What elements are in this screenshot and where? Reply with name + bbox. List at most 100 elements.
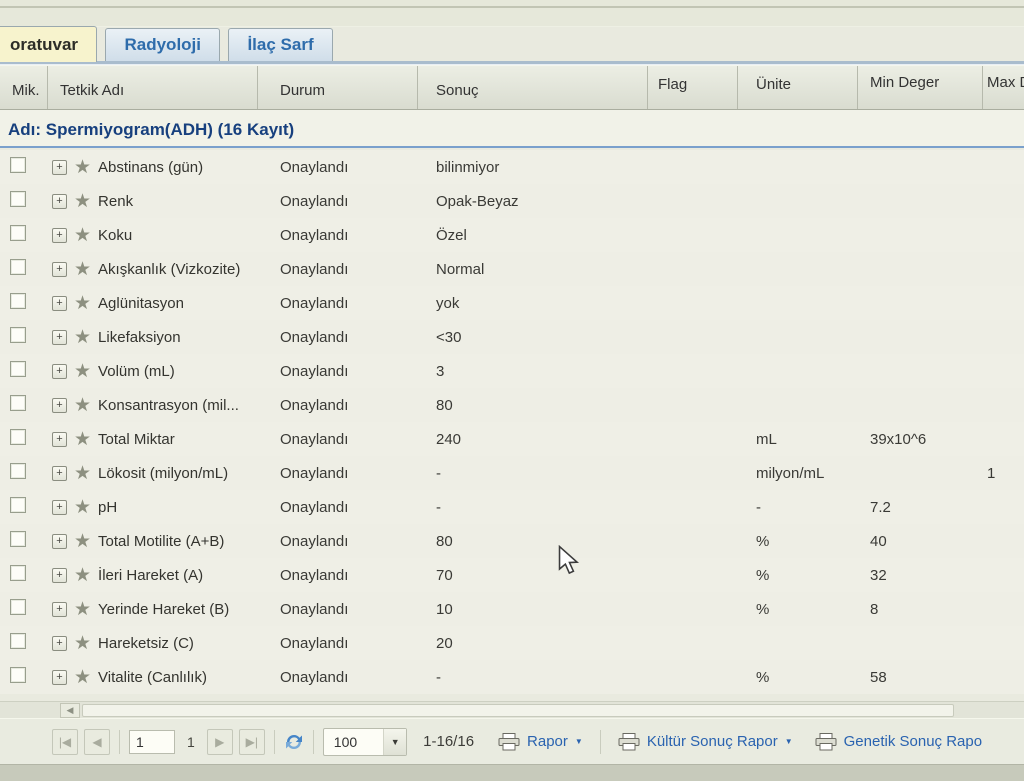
group-header-row[interactable]: Adı: Spermiyogram(ADH) (16 Kayıt) bbox=[0, 110, 1024, 148]
scroll-left-icon[interactable]: ◀ bbox=[60, 703, 80, 718]
tab-laboratuvar[interactable]: oratuvar bbox=[0, 26, 98, 62]
expand-icon[interactable]: + bbox=[52, 193, 67, 209]
module-tabs: oratuvar Radyoloji İlaç Sarf bbox=[0, 26, 1024, 65]
expand-icon[interactable]: + bbox=[52, 669, 67, 685]
test-name[interactable]: Lökosit (milyon/mL) bbox=[98, 464, 229, 482]
column-header-min-deger[interactable]: Min Deger bbox=[858, 66, 983, 109]
expand-icon[interactable]: + bbox=[52, 363, 67, 379]
test-name[interactable]: İleri Hareket (A) bbox=[98, 566, 204, 584]
printer-icon bbox=[498, 732, 520, 750]
column-header-mik[interactable]: Mik. bbox=[0, 66, 48, 109]
kultur-sonuc-rapor-button[interactable]: Kültür Sonuç Rapor ▼ bbox=[610, 727, 801, 757]
page-count-label: 1 bbox=[187, 733, 195, 750]
column-header-max-deger[interactable]: Max Deger bbox=[987, 74, 1024, 91]
row-checkbox[interactable] bbox=[10, 225, 26, 241]
test-name[interactable]: Koku bbox=[98, 226, 133, 244]
expand-icon[interactable]: + bbox=[52, 635, 67, 651]
row-checkbox[interactable] bbox=[10, 191, 26, 207]
result-value: Özel bbox=[436, 226, 467, 244]
tab-ilac-sarf[interactable]: İlaç Sarf bbox=[228, 28, 333, 62]
window-top-strip bbox=[0, 0, 1024, 27]
result-value: 3 bbox=[436, 362, 445, 380]
next-page-button[interactable]: ▶ bbox=[206, 728, 233, 755]
row-checkbox[interactable] bbox=[10, 327, 26, 343]
expand-icon[interactable]: + bbox=[52, 227, 67, 243]
unit-value: % bbox=[756, 668, 770, 686]
test-name[interactable]: Total Motilite (A+B) bbox=[98, 532, 225, 550]
tab-radyoloji[interactable]: Radyoloji bbox=[105, 28, 220, 62]
result-value: Opak-Beyaz bbox=[436, 192, 519, 210]
test-name[interactable]: Aglünitasyon bbox=[98, 294, 184, 312]
test-name[interactable]: Renk bbox=[98, 192, 134, 210]
printer-icon bbox=[815, 732, 837, 750]
row-checkbox[interactable] bbox=[10, 633, 26, 649]
expand-icon[interactable]: + bbox=[52, 295, 67, 311]
separator bbox=[312, 729, 314, 754]
status-value: Onaylandı bbox=[280, 362, 349, 380]
expand-icon[interactable]: + bbox=[52, 465, 67, 481]
column-header-sonuc[interactable]: Sonuç bbox=[418, 66, 648, 109]
test-name[interactable]: Total Miktar bbox=[98, 430, 175, 448]
rapor-button[interactable]: Rapor ▼ bbox=[490, 727, 591, 757]
table-row: + ★ Volüm (mL) Onaylandı 3 bbox=[0, 354, 1024, 388]
horizontal-scrollbar[interactable]: ◀ bbox=[0, 701, 1024, 719]
row-checkbox[interactable] bbox=[10, 463, 26, 479]
row-checkbox[interactable] bbox=[10, 429, 26, 445]
chevron-down-icon[interactable]: ▼ bbox=[383, 728, 407, 755]
row-checkbox[interactable] bbox=[10, 293, 26, 309]
expand-icon[interactable]: + bbox=[52, 567, 67, 583]
row-checkbox[interactable] bbox=[10, 361, 26, 377]
result-value: <30 bbox=[436, 328, 462, 346]
expand-icon[interactable]: + bbox=[52, 601, 67, 617]
star-icon: ★ bbox=[74, 667, 92, 687]
row-checkbox[interactable] bbox=[10, 531, 26, 547]
row-checkbox[interactable] bbox=[10, 599, 26, 615]
expand-icon[interactable]: + bbox=[52, 329, 67, 345]
test-name[interactable]: Hareketsiz (C) bbox=[98, 634, 194, 652]
expand-icon[interactable]: + bbox=[52, 261, 67, 277]
expand-icon[interactable]: + bbox=[52, 431, 67, 447]
column-header-tetkik-adi[interactable]: Tetkik Adı bbox=[48, 66, 258, 109]
expand-icon[interactable]: + bbox=[52, 499, 67, 515]
unit-value: % bbox=[756, 566, 770, 584]
table-row: + ★ Total Motilite (A+B) Onaylandı 80 % … bbox=[0, 524, 1024, 558]
column-header-durum[interactable]: Durum bbox=[258, 66, 418, 109]
test-name[interactable]: Akışkanlık (Vizkozite) bbox=[98, 260, 241, 278]
row-checkbox[interactable] bbox=[10, 565, 26, 581]
last-page-button[interactable]: ▶| bbox=[238, 728, 265, 755]
grid-header: Mik. Tetkik Adı Durum Sonuç Flag Ünite M… bbox=[0, 65, 1024, 110]
row-checkbox[interactable] bbox=[10, 395, 26, 411]
test-name[interactable]: Likefaksiyon bbox=[98, 328, 181, 346]
page-number-input[interactable] bbox=[129, 729, 175, 754]
min-value: 40 bbox=[870, 532, 887, 550]
chevron-down-icon: ▼ bbox=[574, 737, 583, 746]
test-name[interactable]: Konsantrasyon (mil... bbox=[98, 396, 239, 414]
separator bbox=[599, 729, 601, 754]
separator bbox=[273, 729, 275, 754]
row-checkbox[interactable] bbox=[10, 497, 26, 513]
status-value: Onaylandı bbox=[280, 498, 349, 516]
expand-icon[interactable]: + bbox=[52, 397, 67, 413]
page-size-select[interactable]: 100 ▼ bbox=[322, 727, 408, 756]
star-icon: ★ bbox=[74, 191, 92, 211]
test-name[interactable]: Volüm (mL) bbox=[98, 362, 175, 380]
status-value: Onaylandı bbox=[280, 634, 349, 652]
row-checkbox[interactable] bbox=[10, 157, 26, 173]
unit-value: % bbox=[756, 532, 770, 550]
row-checkbox[interactable] bbox=[10, 259, 26, 275]
first-page-button[interactable]: |◀ bbox=[52, 728, 78, 755]
refresh-icon[interactable] bbox=[284, 732, 304, 752]
column-header-unite[interactable]: Ünite bbox=[738, 66, 858, 109]
row-checkbox[interactable] bbox=[10, 667, 26, 683]
scrollbar-thumb[interactable] bbox=[82, 704, 954, 717]
column-header-flag[interactable]: Flag bbox=[648, 66, 738, 109]
expand-icon[interactable]: + bbox=[52, 533, 67, 549]
genetik-sonuc-rapor-button[interactable]: Genetik Sonuç Rapo bbox=[807, 727, 990, 757]
expand-icon[interactable]: + bbox=[52, 159, 67, 175]
prev-page-button[interactable]: ◀ bbox=[84, 728, 110, 755]
test-name[interactable]: Vitalite (Canlılık) bbox=[98, 668, 207, 686]
test-name[interactable]: pH bbox=[98, 498, 118, 516]
test-name[interactable]: Abstinans (gün) bbox=[98, 158, 204, 176]
test-name[interactable]: Yerinde Hareket (B) bbox=[98, 600, 230, 618]
min-value: 7.2 bbox=[870, 498, 891, 516]
